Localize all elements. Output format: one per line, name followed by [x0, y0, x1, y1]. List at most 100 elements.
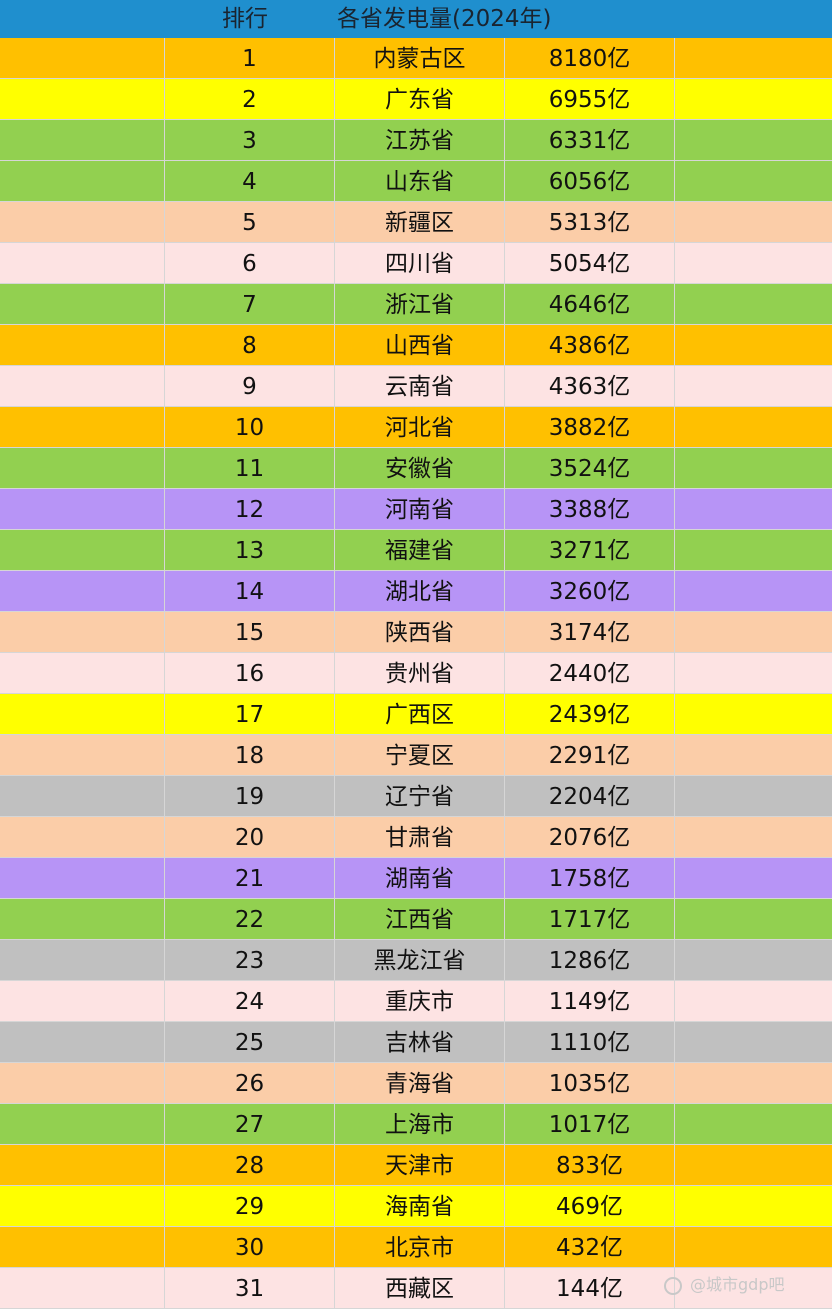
- empty-cell: [0, 899, 165, 939]
- region-cell: 上海市: [335, 1104, 505, 1144]
- rank-cell: 9: [165, 366, 335, 406]
- value-cell: 2440亿: [505, 653, 675, 693]
- rank-cell: 23: [165, 940, 335, 980]
- value-cell: 1286亿: [505, 940, 675, 980]
- table-row: 11 安徽省 3524亿: [0, 448, 832, 489]
- table-row: 30 北京市 432亿: [0, 1227, 832, 1268]
- rank-cell: 19: [165, 776, 335, 816]
- empty-cell: [675, 325, 832, 365]
- rank-cell: 14: [165, 571, 335, 611]
- rank-cell: 27: [165, 1104, 335, 1144]
- table-row: 9 云南省 4363亿: [0, 366, 832, 407]
- empty-cell: [675, 653, 832, 693]
- value-cell: 6331亿: [505, 120, 675, 160]
- empty-cell: [675, 1022, 832, 1062]
- empty-cell: [0, 612, 165, 652]
- region-cell: 江苏省: [335, 120, 505, 160]
- empty-cell: [675, 1104, 832, 1144]
- value-cell: 5313亿: [505, 202, 675, 242]
- empty-cell: [0, 284, 165, 324]
- region-cell: 重庆市: [335, 981, 505, 1021]
- empty-cell: [675, 243, 832, 283]
- region-cell: 青海省: [335, 1063, 505, 1103]
- empty-cell: [675, 284, 832, 324]
- table-row: 19 辽宁省 2204亿: [0, 776, 832, 817]
- rank-cell: 28: [165, 1145, 335, 1185]
- empty-cell: [0, 448, 165, 488]
- rank-cell: 13: [165, 530, 335, 570]
- rank-cell: 5: [165, 202, 335, 242]
- value-cell: 469亿: [505, 1186, 675, 1226]
- rank-cell: 11: [165, 448, 335, 488]
- empty-cell: [675, 776, 832, 816]
- region-cell: 吉林省: [335, 1022, 505, 1062]
- region-cell: 四川省: [335, 243, 505, 283]
- empty-cell: [675, 366, 832, 406]
- empty-cell: [0, 38, 165, 78]
- value-cell: 1110亿: [505, 1022, 675, 1062]
- empty-cell: [0, 817, 165, 857]
- empty-cell: [675, 120, 832, 160]
- table-row: 15 陕西省 3174亿: [0, 612, 832, 653]
- value-cell: 2204亿: [505, 776, 675, 816]
- table-row: 1 内蒙古区 8180亿: [0, 38, 832, 79]
- region-cell: 新疆区: [335, 202, 505, 242]
- empty-cell: [675, 38, 832, 78]
- table-row: 4 山东省 6056亿: [0, 161, 832, 202]
- value-cell: 3174亿: [505, 612, 675, 652]
- value-cell: 2076亿: [505, 817, 675, 857]
- region-cell: 贵州省: [335, 653, 505, 693]
- region-cell: 安徽省: [335, 448, 505, 488]
- rank-cell: 17: [165, 694, 335, 734]
- table-row: 7 浙江省 4646亿: [0, 284, 832, 325]
- region-cell: 海南省: [335, 1186, 505, 1226]
- value-cell: 3882亿: [505, 407, 675, 447]
- rank-cell: 21: [165, 858, 335, 898]
- table-row: 17 广西区 2439亿: [0, 694, 832, 735]
- rank-cell: 15: [165, 612, 335, 652]
- value-cell: 4363亿: [505, 366, 675, 406]
- empty-cell: [675, 161, 832, 201]
- table-row: 16 贵州省 2440亿: [0, 653, 832, 694]
- table-row: 25 吉林省 1110亿: [0, 1022, 832, 1063]
- empty-cell: [0, 243, 165, 283]
- table-row: 2 广东省 6955亿: [0, 79, 832, 120]
- empty-cell: [0, 653, 165, 693]
- value-cell: 432亿: [505, 1227, 675, 1267]
- empty-cell: [675, 694, 832, 734]
- empty-cell: [0, 858, 165, 898]
- rank-cell: 18: [165, 735, 335, 775]
- region-cell: 内蒙古区: [335, 38, 505, 78]
- value-cell: 4386亿: [505, 325, 675, 365]
- table-row: 3 江苏省 6331亿: [0, 120, 832, 161]
- region-cell: 湖北省: [335, 571, 505, 611]
- empty-cell: [0, 1227, 165, 1267]
- value-cell: 833亿: [505, 1145, 675, 1185]
- value-cell: 3388亿: [505, 489, 675, 529]
- empty-cell: [675, 899, 832, 939]
- table-row: 8 山西省 4386亿: [0, 325, 832, 366]
- value-cell: 3260亿: [505, 571, 675, 611]
- empty-cell: [0, 1022, 165, 1062]
- table-row: 23 黑龙江省 1286亿: [0, 940, 832, 981]
- table-row: 13 福建省 3271亿: [0, 530, 832, 571]
- table-row: 6 四川省 5054亿: [0, 243, 832, 284]
- region-cell: 天津市: [335, 1145, 505, 1185]
- empty-cell: [0, 407, 165, 447]
- region-cell: 河北省: [335, 407, 505, 447]
- empty-cell: [675, 735, 832, 775]
- watermark-text: @城市gdp吧: [690, 1275, 785, 1294]
- region-cell: 陕西省: [335, 612, 505, 652]
- value-cell: 3271亿: [505, 530, 675, 570]
- table-row: 20 甘肃省 2076亿: [0, 817, 832, 858]
- value-cell: 144亿: [505, 1268, 675, 1308]
- empty-cell: [0, 1063, 165, 1103]
- empty-cell: [0, 79, 165, 119]
- region-cell: 西藏区: [335, 1268, 505, 1308]
- rank-cell: 29: [165, 1186, 335, 1226]
- empty-cell: [0, 530, 165, 570]
- rank-cell: 7: [165, 284, 335, 324]
- value-cell: 1035亿: [505, 1063, 675, 1103]
- empty-cell: [675, 407, 832, 447]
- value-cell: 4646亿: [505, 284, 675, 324]
